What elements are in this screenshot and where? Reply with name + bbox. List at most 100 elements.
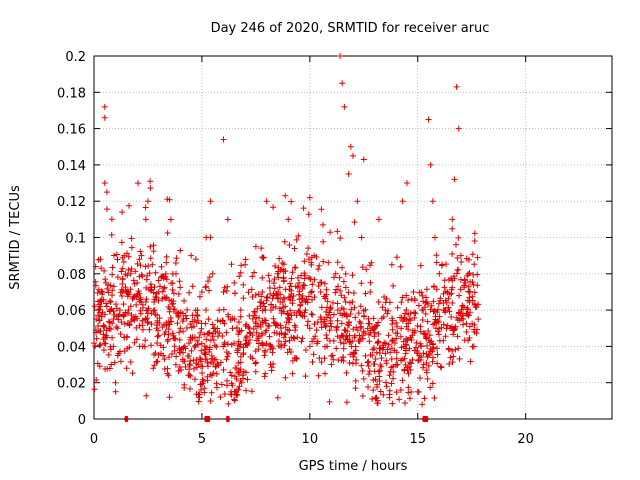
data-point	[135, 180, 142, 187]
data-point	[100, 347, 107, 354]
data-point	[113, 324, 120, 331]
data-point	[189, 283, 196, 290]
data-point	[315, 283, 322, 290]
data-point	[221, 339, 228, 346]
data-point	[126, 344, 133, 351]
data-point	[236, 273, 243, 280]
data-point	[161, 284, 168, 291]
data-point	[294, 334, 301, 341]
data-point	[270, 204, 277, 211]
data-point	[318, 206, 325, 213]
data-point	[185, 353, 192, 360]
data-point	[313, 327, 320, 334]
data-point	[163, 259, 170, 266]
data-point	[393, 389, 400, 396]
data-point	[414, 322, 421, 329]
data-point	[260, 342, 267, 349]
data-point	[463, 320, 470, 327]
data-point	[448, 313, 455, 320]
data-point	[112, 379, 119, 386]
data-point	[122, 284, 129, 291]
data-point	[171, 343, 178, 350]
data-point	[449, 277, 456, 284]
data-point	[119, 254, 126, 261]
data-point	[104, 206, 111, 213]
data-point	[127, 359, 134, 366]
data-point	[235, 360, 242, 367]
data-point	[93, 335, 100, 342]
data-point	[343, 399, 350, 406]
data-point	[437, 297, 444, 304]
data-point	[420, 330, 427, 337]
data-point	[450, 353, 457, 360]
data-point	[142, 298, 149, 305]
data-point	[155, 297, 162, 304]
data-points	[91, 53, 482, 408]
data-point	[374, 381, 381, 388]
data-point	[252, 360, 259, 367]
data-point	[308, 310, 315, 317]
data-point	[338, 320, 345, 327]
data-point	[154, 358, 161, 365]
data-point	[275, 343, 282, 350]
data-point	[167, 318, 174, 325]
data-point	[300, 205, 307, 212]
data-point	[257, 323, 264, 330]
data-point	[342, 284, 349, 291]
data-point	[335, 283, 342, 290]
data-point	[302, 373, 309, 380]
data-point	[147, 243, 154, 250]
data-point	[108, 361, 115, 368]
data-point	[238, 327, 245, 334]
data-point	[387, 349, 394, 356]
data-point	[101, 340, 108, 347]
data-point	[187, 336, 194, 343]
data-point	[390, 375, 397, 382]
data-point	[186, 360, 193, 367]
data-point	[284, 314, 291, 321]
data-point	[214, 317, 221, 324]
data-point	[274, 394, 281, 401]
data-point	[461, 282, 468, 289]
data-point	[113, 305, 120, 312]
data-point	[301, 275, 308, 282]
data-point	[427, 384, 434, 391]
data-point	[359, 367, 366, 374]
data-point	[246, 312, 253, 319]
data-point	[107, 326, 114, 333]
data-point	[308, 259, 315, 266]
data-point	[318, 319, 325, 326]
data-point	[195, 391, 202, 398]
data-point	[253, 337, 260, 344]
data-point	[474, 254, 481, 261]
data-point	[259, 288, 266, 295]
data-point	[206, 274, 213, 281]
data-point	[457, 252, 464, 259]
data-point	[347, 310, 354, 317]
data-point	[427, 161, 434, 168]
data-point	[367, 288, 374, 295]
data-point	[258, 332, 265, 339]
data-point	[288, 334, 295, 341]
data-point	[102, 366, 109, 373]
data-point	[197, 381, 204, 388]
data-point	[182, 312, 189, 319]
data-point	[435, 319, 442, 326]
data-point	[343, 369, 350, 376]
data-point	[167, 216, 174, 223]
data-point	[128, 265, 135, 272]
data-point	[266, 277, 273, 284]
data-point	[401, 367, 408, 374]
data-point	[430, 344, 437, 351]
data-point	[359, 332, 366, 339]
data-point	[105, 351, 112, 358]
data-point	[134, 315, 141, 322]
data-point	[198, 347, 205, 354]
data-point	[307, 289, 314, 296]
data-point	[433, 286, 440, 293]
data-point	[415, 357, 422, 364]
data-point	[98, 298, 105, 305]
data-point	[272, 303, 279, 310]
data-point	[202, 320, 209, 327]
data-point	[208, 389, 215, 396]
